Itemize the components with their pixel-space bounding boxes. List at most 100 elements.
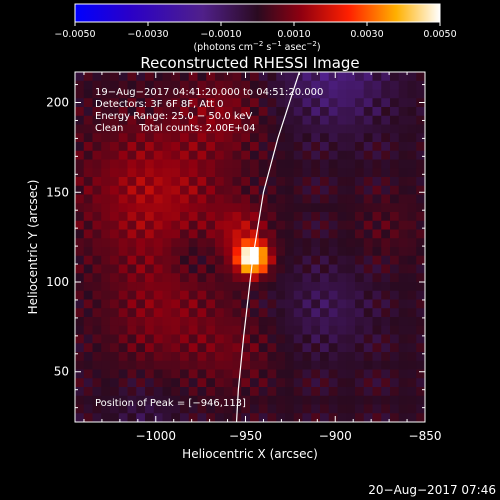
heatmap-cell [320, 80, 330, 91]
heatmap-cell [337, 308, 347, 318]
heatmap-cell [363, 325, 374, 336]
heatmap-cell [188, 404, 199, 414]
heatmap-cell [92, 89, 102, 99]
heatmap-cell [328, 203, 339, 213]
heatmap-cell [215, 212, 225, 222]
heatmap-cell [311, 159, 321, 169]
heatmap-cell [188, 343, 199, 353]
heatmap-cell [153, 203, 164, 213]
heatmap-cell [390, 150, 400, 161]
heatmap-cell [180, 150, 190, 161]
heatmap-cell [381, 325, 391, 336]
heatmap-cell [145, 404, 155, 414]
heatmap-cell [127, 229, 137, 239]
heatmap-cell [171, 133, 181, 143]
heatmap-cell [355, 395, 365, 406]
heatmap-cell [276, 413, 286, 422]
heatmap-cell [223, 220, 234, 231]
heatmap-cell [416, 317, 425, 327]
heatmap-cell [372, 150, 382, 161]
heatmap-cell [136, 247, 146, 257]
heatmap-cell [92, 194, 102, 204]
heatmap-cell [171, 220, 181, 231]
heatmap-cell [311, 404, 321, 414]
heatmap-cell [197, 299, 207, 309]
heatmap-cell [381, 194, 391, 204]
heatmap-cell [127, 334, 137, 344]
heatmap-cells [75, 72, 425, 422]
heatmap-cell [232, 133, 242, 143]
heatmap-cell [162, 290, 172, 301]
heatmap-cell [223, 159, 234, 169]
heatmap-cell [398, 247, 409, 257]
heatmap-cell [197, 413, 207, 422]
heatmap-cell [241, 334, 251, 344]
heatmap-cell [215, 404, 225, 414]
heatmap-cell [337, 194, 347, 204]
heatmap-cell [250, 150, 260, 161]
heatmap-cell [206, 404, 216, 414]
heatmap-cell [337, 80, 347, 91]
heatmap-cell [171, 212, 181, 222]
heatmap-cell [153, 299, 164, 309]
heatmap-cell [136, 387, 146, 397]
heatmap-cell [110, 194, 120, 204]
heatmap-cell [197, 290, 207, 301]
heatmap-cell [241, 369, 251, 379]
heatmap-cell [92, 150, 102, 161]
heatmap-cell [267, 203, 277, 213]
heatmap-cell [328, 255, 339, 266]
heatmap-cell [407, 124, 417, 134]
heatmap-cell [223, 290, 234, 301]
heatmap-cell [258, 395, 269, 406]
heatmap-cell [311, 378, 321, 388]
heatmap-cell [136, 273, 146, 283]
heatmap-cell [162, 229, 172, 239]
heatmap-cell [241, 395, 251, 406]
heatmap-cell [293, 352, 304, 362]
heatmap-cell [75, 395, 85, 406]
heatmap-cell [171, 107, 181, 117]
heatmap-cell [232, 238, 242, 248]
heatmap-cell [407, 107, 417, 117]
heatmap-cell [92, 413, 102, 422]
heatmap-cell [136, 317, 146, 327]
heatmap-cell [293, 98, 304, 108]
heatmap-cell [188, 308, 199, 318]
heatmap-cell [92, 238, 102, 248]
heatmap-cell [232, 80, 242, 91]
heatmap-cell [180, 299, 190, 309]
heatmap-cell [127, 308, 137, 318]
heatmap-cell [328, 80, 339, 91]
heatmap-cell [276, 325, 286, 336]
heatmap-cell [302, 159, 312, 169]
heatmap-cell [118, 404, 129, 414]
heatmap-cell [75, 159, 85, 169]
heatmap-cell [320, 387, 330, 397]
y-tick-label: 200 [46, 96, 69, 110]
heatmap-cell [83, 343, 94, 353]
heatmap-cell [346, 212, 356, 222]
heatmap-cell [390, 395, 400, 406]
heatmap-cell [328, 247, 339, 257]
heatmap-cell [285, 229, 295, 239]
heatmap-cell [337, 369, 347, 379]
heatmap-cell [398, 378, 409, 388]
heatmap-cell [267, 229, 277, 239]
heatmap-cell [398, 89, 409, 99]
heatmap-cell [285, 115, 295, 126]
heatmap-cell [136, 142, 146, 152]
heatmap-cell [197, 89, 207, 99]
heatmap-cell [110, 352, 120, 362]
heatmap-cell [398, 282, 409, 292]
heatmap-cell [215, 80, 225, 91]
heatmap-cell [127, 360, 137, 371]
heatmap-cell [398, 150, 409, 161]
heatmap-cell [118, 325, 129, 336]
heatmap-cell [110, 203, 120, 213]
heatmap-cell [381, 133, 391, 143]
heatmap-cell [206, 168, 216, 178]
heatmap-cell [162, 378, 172, 388]
heatmap-cell [355, 185, 365, 196]
heatmap-cell [118, 247, 129, 257]
